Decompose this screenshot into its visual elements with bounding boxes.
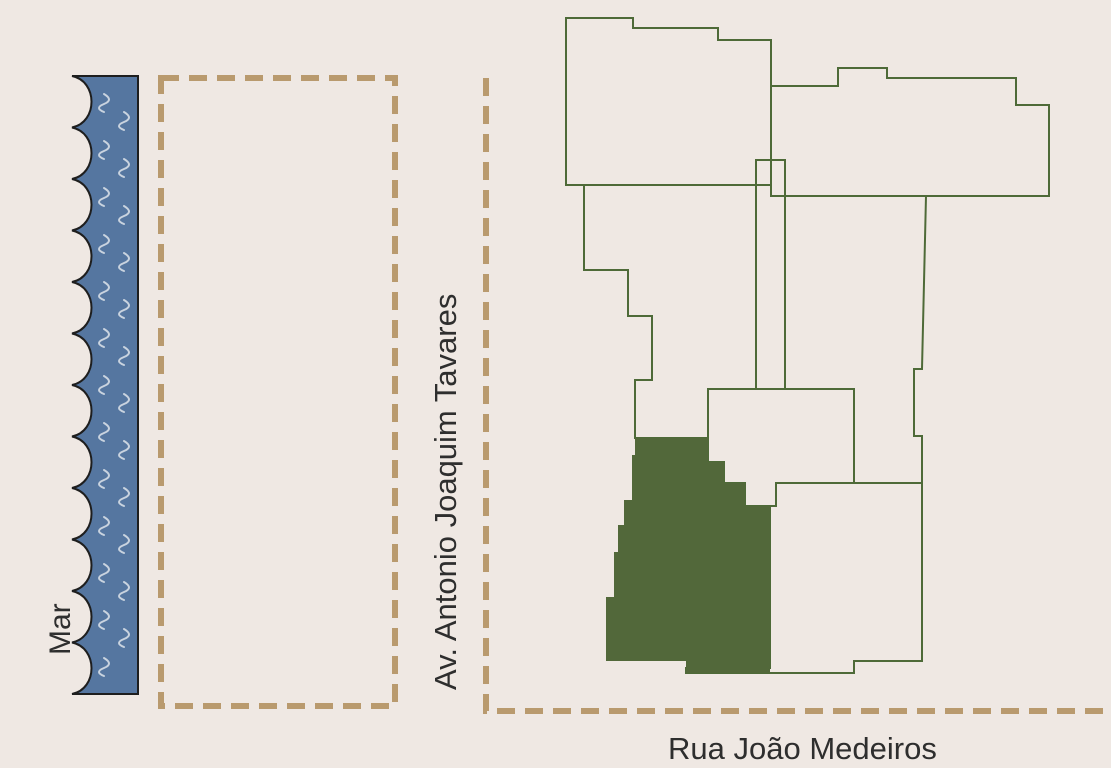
wave-line — [118, 111, 130, 131]
wave-line — [118, 252, 130, 272]
sea-area — [71, 75, 139, 695]
wave-line — [98, 469, 110, 489]
wave-line — [118, 628, 130, 648]
wave-line — [98, 93, 110, 113]
wave-line — [98, 657, 110, 677]
highlighted-lot[interactable] — [606, 438, 770, 673]
wave-line — [118, 393, 130, 413]
wave-line — [98, 422, 110, 442]
wave-line — [118, 440, 130, 460]
wave-line — [98, 516, 110, 536]
wave-line — [118, 346, 130, 366]
waterfront-strip-outline — [158, 75, 398, 709]
wave-line — [98, 234, 110, 254]
wave-line — [98, 281, 110, 301]
wave-line — [118, 205, 130, 225]
wave-line — [118, 581, 130, 601]
wave-line — [118, 487, 130, 507]
street-label: Rua João Medeiros — [668, 731, 937, 766]
wave-line — [98, 563, 110, 583]
lot-parcel-north-east — [770, 67, 1050, 197]
lot-parcel-north-west — [565, 17, 772, 186]
avenue-label: Av. Antonio Joaquim Tavares — [428, 293, 463, 690]
wave-line — [98, 328, 110, 348]
sea-label: Mar — [44, 603, 77, 655]
wave-line — [118, 158, 130, 178]
wave-line — [98, 610, 110, 630]
lot-parcel-west — [583, 184, 757, 439]
wave-line — [98, 375, 110, 395]
wave-line — [98, 140, 110, 160]
lot-parcel-east-column — [784, 195, 928, 484]
road-boundary-outline — [483, 78, 1111, 714]
wave-line — [98, 187, 110, 207]
wave-line — [118, 534, 130, 554]
wave-line — [118, 299, 130, 319]
sea-waves — [98, 93, 130, 677]
